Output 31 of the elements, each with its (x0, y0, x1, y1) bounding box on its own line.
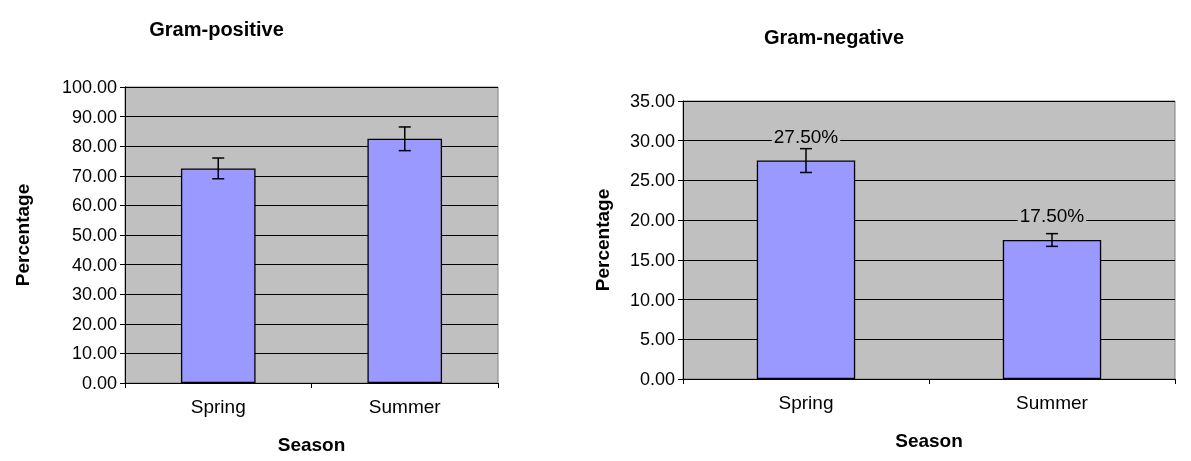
x-tick-label: Summer (368, 396, 442, 417)
y-tick-label: 15.00 (629, 249, 675, 270)
y-tick-label: 30.00 (71, 284, 117, 305)
chart-title: Gram-positive (149, 18, 284, 40)
y-tick-label: 10.00 (71, 343, 117, 364)
y-tick-label: 25.00 (629, 170, 675, 191)
x-axis-title: Season (895, 430, 963, 451)
y-axis-title: Percentage (12, 183, 33, 287)
y-tick-label: 35.00 (629, 91, 675, 111)
y-tick-label: 60.00 (71, 195, 117, 216)
data-label: 27.50% (773, 125, 839, 147)
y-axis-title: Percentage (592, 188, 613, 292)
chart-title: Gram-negative (763, 26, 905, 48)
y-tick-label: 90.00 (71, 106, 117, 127)
y-tick-label: 0.00 (639, 369, 675, 389)
y-tick-label: 80.00 (71, 136, 117, 157)
y-tick-label: 0.00 (81, 373, 117, 393)
y-tick-label: 100.00 (61, 77, 117, 97)
y-tick-label: 50.00 (71, 225, 117, 245)
y-tick-label: 40.00 (71, 254, 117, 275)
x-axis-title: Season (277, 434, 346, 455)
y-tick-label: 70.00 (71, 165, 117, 186)
x-tick-label: Spring (778, 392, 834, 413)
data-label: 17.50% (1019, 205, 1085, 226)
y-tick-label: 5.00 (639, 329, 675, 350)
y-tick-label: 30.00 (629, 130, 675, 151)
y-tick-label: 20.00 (629, 210, 675, 231)
x-tick-label: Spring (190, 396, 246, 417)
y-tick-label: 20.00 (71, 313, 117, 334)
y-tick-label: 10.00 (629, 289, 675, 310)
x-tick-label: Summer (1016, 392, 1089, 413)
